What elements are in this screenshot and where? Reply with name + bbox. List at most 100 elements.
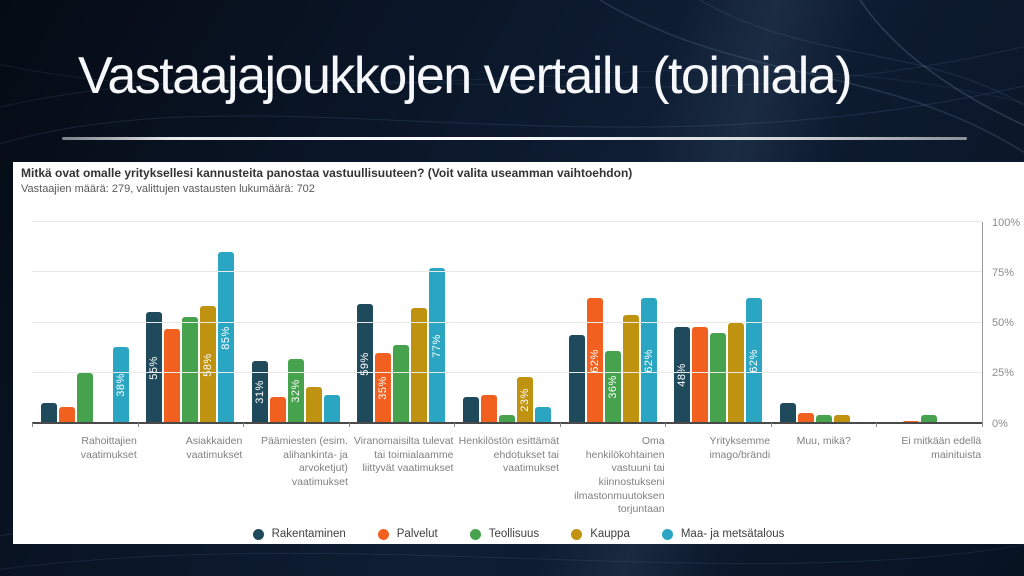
bar-slot xyxy=(728,222,745,423)
slide-title: Vastaajajoukkojen vertailu (toimiala) xyxy=(78,47,853,105)
x-axis-tick xyxy=(559,423,561,427)
bar-slot xyxy=(40,222,57,423)
bar: 85% xyxy=(218,252,235,423)
legend-color-dot-icon xyxy=(377,528,389,540)
bar: 32% xyxy=(287,358,304,423)
bar xyxy=(269,396,286,423)
bar xyxy=(833,415,850,423)
bar-slot: 58% xyxy=(200,222,217,423)
x-axis-tick xyxy=(243,423,245,427)
bar-slot xyxy=(269,222,286,423)
bar: 38% xyxy=(112,346,129,423)
legend-item: Maa- ja metsätalous xyxy=(661,528,785,540)
chart-respondent-count: Vastaajien määrä: 279, valittujen vastau… xyxy=(21,183,315,195)
bar-slot: 31% xyxy=(251,222,268,423)
legend-label: Palvelut xyxy=(396,528,438,540)
legend-color-dot-icon xyxy=(469,528,481,540)
x-axis-labels: Rahoittajien vaatimukset Asiakkaiden vaat… xyxy=(32,435,982,517)
legend-item: Kauppa xyxy=(571,528,630,540)
legend-color-dot-icon xyxy=(252,528,264,540)
bar xyxy=(568,334,585,423)
bar-group: 31% 32% xyxy=(243,222,349,423)
bar-slot: 32% xyxy=(287,222,304,423)
x-axis-tick xyxy=(348,423,350,427)
bar-value-label: 35% xyxy=(377,376,390,400)
bar-slot: 62% xyxy=(746,222,763,423)
legend-color-dot-icon xyxy=(571,528,583,540)
bar-slot: 85% xyxy=(218,222,235,423)
chart-panel: Mitkä ovat omalle yrityksellesi kannuste… xyxy=(13,162,1024,544)
x-axis-category-label: Yrityksemme imago/brändi xyxy=(709,435,771,461)
bar-slot xyxy=(164,222,181,423)
x-axis-line xyxy=(32,422,982,424)
gridline xyxy=(32,221,982,222)
x-axis-tick xyxy=(665,423,667,427)
bar: 77% xyxy=(429,268,446,423)
x-axis-tick xyxy=(876,423,878,427)
bar-slot xyxy=(710,222,727,423)
y-axis-line xyxy=(982,222,983,423)
x-axis-category-label: Muu, mikä? xyxy=(796,435,851,447)
bar-slot xyxy=(957,222,973,423)
chart-question-title: Mitkä ovat omalle yrityksellesi kannuste… xyxy=(21,166,633,180)
bar xyxy=(797,412,814,423)
x-axis-category-label: Ei mitkään edellä mainituista xyxy=(901,435,982,461)
bar-slot: 59% xyxy=(357,222,374,423)
x-axis-tick xyxy=(454,423,456,427)
bar: 35% xyxy=(375,352,392,423)
bar-slot xyxy=(535,222,552,423)
bar-slot xyxy=(885,222,901,423)
bar-slot: 23% xyxy=(517,222,534,423)
bar-slot xyxy=(499,222,516,423)
bar: 36% xyxy=(604,350,621,423)
legend-item: Palvelut xyxy=(377,528,438,540)
bar xyxy=(393,344,410,423)
x-axis-category-label: Oma henkilökohtainen vastuuni tai kiinno… xyxy=(574,435,665,516)
gridline xyxy=(32,321,982,323)
gridline xyxy=(32,271,982,273)
bar: 31% xyxy=(251,360,268,423)
bar-slot: 55% xyxy=(146,222,163,423)
bar-group: 62% 36% 62% xyxy=(560,222,666,423)
bar xyxy=(323,394,340,423)
legend-label: Maa- ja metsätalous xyxy=(680,528,785,540)
bar-slot: 36% xyxy=(604,222,621,423)
bar-slot xyxy=(58,222,75,423)
legend-label: Kauppa xyxy=(590,528,630,540)
bar xyxy=(622,314,639,423)
gridline xyxy=(32,371,982,373)
bar-value-label: 48% xyxy=(676,362,689,387)
bar-slot xyxy=(76,222,93,423)
bar xyxy=(164,328,181,423)
bar-slot xyxy=(463,222,480,423)
bar-slot xyxy=(939,222,955,423)
x-axis-category-label: Viranomaisilta tulevat tai toimialaamme … xyxy=(353,435,454,475)
bar: 23% xyxy=(517,376,534,423)
bar-slot: 77% xyxy=(429,222,446,423)
bar-value-label: 23% xyxy=(519,388,532,412)
y-tick-label: 50% xyxy=(992,317,1015,329)
bar-slot xyxy=(95,222,111,423)
bar xyxy=(815,415,832,423)
bar-slot xyxy=(833,222,850,423)
bar xyxy=(411,308,428,423)
x-axis-tick xyxy=(770,423,772,427)
bar-group xyxy=(877,222,983,423)
bar-slot: 62% xyxy=(586,222,603,423)
legend-item: Teollisuus xyxy=(469,528,539,540)
bar-slot xyxy=(903,222,920,423)
bar-slot xyxy=(779,222,796,423)
bar-group: 48% 62% xyxy=(665,222,771,423)
chart-legend: Rakentaminen Palvelut Teollisuus Kauppa Maa-… xyxy=(13,528,1024,540)
bar-slot xyxy=(815,222,832,423)
bar-value-label: 77% xyxy=(431,333,444,358)
y-tick-label: 100% xyxy=(992,216,1021,229)
bar-slot xyxy=(622,222,639,423)
bar xyxy=(481,394,498,423)
bar-group: 23% xyxy=(454,222,560,423)
y-tick-label: 0% xyxy=(992,417,1008,430)
bar-slot: 48% xyxy=(674,222,691,423)
bar xyxy=(463,396,480,423)
bar-value-label: 62% xyxy=(748,348,761,373)
